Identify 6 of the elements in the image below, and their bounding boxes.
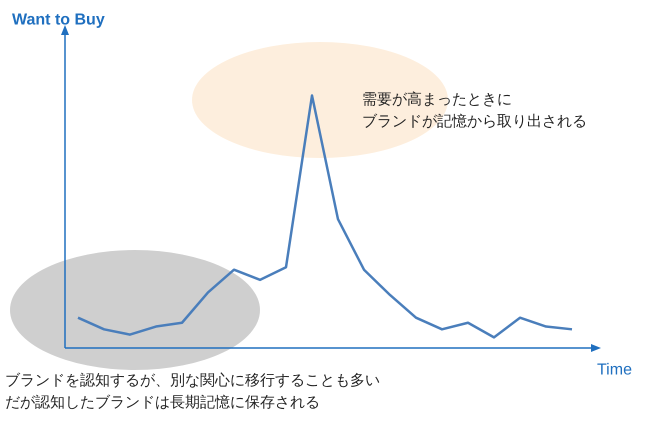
text: ブランドを認知するが、別な関心に移行することも多い	[5, 372, 380, 390]
annotation: ブランドが記憶から取り出される	[362, 113, 587, 130]
text: だが認知したブランドは長期記憶に保存される	[5, 394, 320, 412]
y-axis-title: Want to Buy	[12, 11, 105, 28]
x-axis-title: Time	[597, 361, 632, 378]
annotation: 需要が高まったときに	[362, 91, 512, 108]
